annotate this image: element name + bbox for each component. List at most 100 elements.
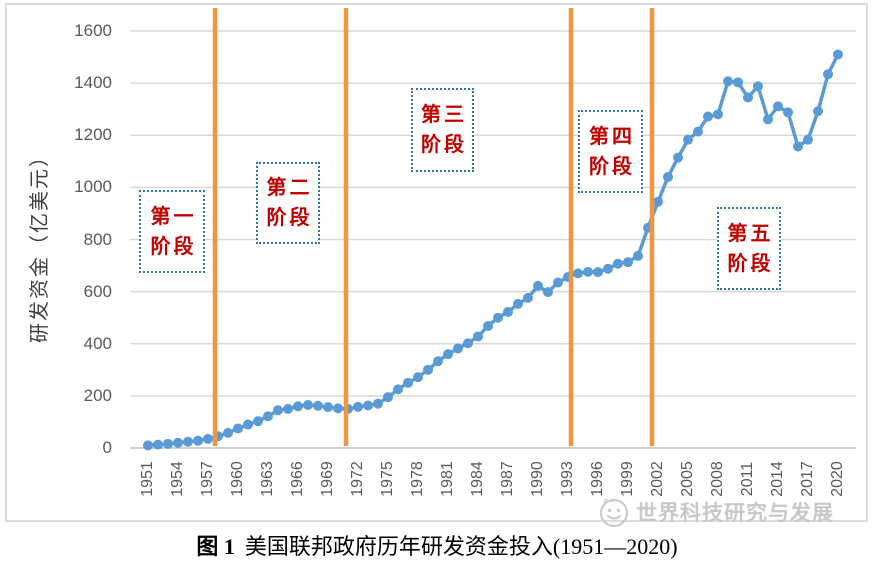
x-tick-label-1993: 1993 xyxy=(559,461,576,497)
data-point-1960 xyxy=(233,423,243,434)
data-point-1965 xyxy=(283,403,293,414)
data-point-1979 xyxy=(423,364,433,375)
watermark-text: 世界科技研究与发展 xyxy=(636,502,834,525)
stage-label-3-line1: 第三 xyxy=(421,104,467,126)
data-point-1986 xyxy=(493,312,503,323)
x-tick-label-1975: 1975 xyxy=(379,461,396,497)
figure-caption: 图 1 美国联邦政府历年研发资金投入(1951—2020) xyxy=(0,529,874,561)
data-point-1955 xyxy=(183,436,193,447)
y-tick-label-400: 400 xyxy=(83,333,112,353)
data-point-1961 xyxy=(243,419,253,430)
data-point-1953 xyxy=(163,438,173,449)
data-point-2017 xyxy=(803,134,813,145)
y-tick-label-1200: 1200 xyxy=(74,125,112,145)
stage-label-4-line2: 阶段 xyxy=(589,155,635,178)
data-point-1952 xyxy=(153,439,163,450)
data-point-1978 xyxy=(413,372,423,383)
data-point-2013 xyxy=(763,114,773,125)
stage-label-2-line2: 阶段 xyxy=(266,207,313,229)
y-tick-label-1000: 1000 xyxy=(74,177,112,197)
data-point-1956 xyxy=(193,435,203,446)
data-point-2018 xyxy=(813,106,823,117)
caption-number: 图 1 xyxy=(196,534,235,559)
data-point-1962 xyxy=(253,416,263,427)
data-point-1995 xyxy=(583,266,593,277)
stage-label-2: 第二 阶段 xyxy=(256,162,320,244)
y-tick-label-600: 600 xyxy=(83,281,112,301)
data-point-1981 xyxy=(443,349,453,360)
data-point-1972 xyxy=(353,401,363,412)
data-point-2009 xyxy=(723,76,733,87)
y-tick-label-1600: 1600 xyxy=(74,21,112,40)
y-tick-label-0: 0 xyxy=(102,438,112,457)
data-point-2015 xyxy=(783,107,793,118)
data-point-1983 xyxy=(463,338,473,349)
data-point-1992 xyxy=(553,277,563,288)
stage-label-1-line2: 阶段 xyxy=(150,235,197,258)
data-point-1997 xyxy=(603,263,613,274)
stage-label-1: 第一 阶段 xyxy=(139,190,205,273)
data-point-1990 xyxy=(533,280,543,291)
data-point-1970 xyxy=(333,403,343,414)
data-point-2008 xyxy=(713,109,723,120)
stage-label-5-line1: 第五 xyxy=(727,222,774,245)
stage-label-3: 第三 阶段 xyxy=(411,88,474,172)
data-point-1984 xyxy=(473,331,483,342)
data-point-1988 xyxy=(513,298,523,309)
y-tick-label-200: 200 xyxy=(83,385,112,405)
data-point-2010 xyxy=(733,77,743,88)
data-point-2014 xyxy=(773,101,783,112)
data-point-2019 xyxy=(823,69,833,80)
data-point-1976 xyxy=(393,384,403,395)
stage-label-4: 第四 阶段 xyxy=(578,110,643,193)
data-point-1985 xyxy=(483,321,493,332)
x-tick-label-1972: 1972 xyxy=(349,461,366,497)
data-point-1987 xyxy=(503,306,513,317)
data-point-1963 xyxy=(263,411,273,422)
stage-label-4-line1: 第四 xyxy=(589,125,635,148)
data-point-1980 xyxy=(433,356,443,367)
data-point-2007 xyxy=(703,111,713,122)
data-point-1957 xyxy=(203,433,213,444)
data-point-2004 xyxy=(673,152,683,163)
x-tick-label-1954: 1954 xyxy=(169,461,186,497)
caption-text: 美国联邦政府历年研发资金投入(1951—2020) xyxy=(244,534,678,559)
data-point-1998 xyxy=(613,258,623,269)
data-point-1989 xyxy=(523,292,533,303)
y-axis-title: 研发资金（亿美元） xyxy=(29,145,51,343)
stage-label-5: 第五 阶段 xyxy=(717,207,781,290)
data-point-1991 xyxy=(543,287,553,298)
y-tick-label-1400: 1400 xyxy=(74,73,112,93)
data-point-1951 xyxy=(143,440,153,451)
x-tick-label-1990: 1990 xyxy=(529,461,546,497)
data-point-2002 xyxy=(653,196,663,207)
data-point-1974 xyxy=(373,398,383,409)
stage-label-5-line2: 阶段 xyxy=(727,252,774,275)
data-point-1982 xyxy=(453,343,463,354)
x-tick-label-1951: 1951 xyxy=(139,461,156,497)
data-point-1954 xyxy=(173,437,183,448)
data-point-1975 xyxy=(383,392,393,403)
data-point-1994 xyxy=(573,268,583,279)
data-line xyxy=(146,52,840,448)
data-point-1969 xyxy=(323,402,333,413)
data-point-1966 xyxy=(293,401,303,412)
x-tick-label-1978: 1978 xyxy=(409,461,426,497)
watermark: 世界科技研究与发展 xyxy=(597,495,834,529)
stage-label-1-line1: 第一 xyxy=(150,205,197,228)
stage-label-3-line2: 阶段 xyxy=(421,134,467,156)
data-point-2012 xyxy=(753,81,763,92)
data-point-1999 xyxy=(623,257,633,268)
data-point-2006 xyxy=(693,126,703,137)
x-tick-label-1963: 1963 xyxy=(259,461,276,497)
x-tick-label-1960: 1960 xyxy=(229,461,246,497)
x-tick-label-1984: 1984 xyxy=(469,461,486,497)
stage-label-2-line1: 第二 xyxy=(266,177,313,199)
y-tick-label-800: 800 xyxy=(83,229,112,249)
x-tick-label-1957: 1957 xyxy=(199,461,216,497)
data-point-1973 xyxy=(363,400,373,411)
data-point-2000 xyxy=(633,250,643,261)
data-point-1996 xyxy=(593,267,603,278)
data-point-1959 xyxy=(223,427,233,438)
